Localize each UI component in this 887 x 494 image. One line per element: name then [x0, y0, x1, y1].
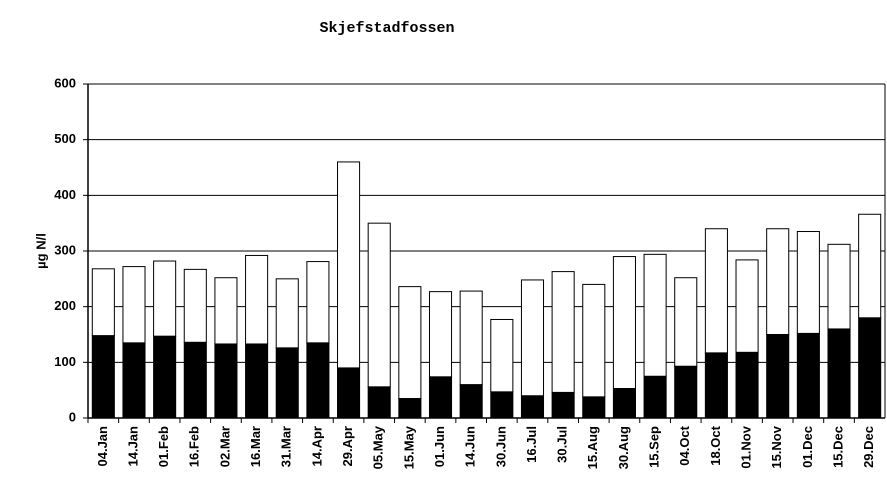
bar-segment: [643, 375, 667, 419]
x-tick-label: 14.Apr: [309, 426, 324, 466]
bar-segment: [674, 277, 698, 367]
x-tick-label: 31.Mar: [279, 426, 294, 467]
bar-segment: [704, 352, 728, 419]
bar-segment: [796, 231, 820, 334]
x-tick-label: 04.Oct: [677, 425, 692, 465]
bar-segment: [551, 271, 575, 393]
x-tick-label: 01.Dec: [800, 426, 815, 468]
x-tick-label: 18.Oct: [708, 425, 723, 465]
x-tick-label: 02.Mar: [217, 426, 232, 467]
x-tick-label: 16.Feb: [187, 426, 202, 467]
bar-segment: [214, 343, 238, 419]
bar-segment: [827, 243, 851, 330]
bar-segment: [91, 335, 115, 419]
bar-segment: [275, 278, 299, 349]
bar-segment: [612, 387, 636, 419]
bar-segment: [459, 290, 483, 386]
bar-segment: [582, 396, 606, 419]
x-tick-label: 01.Nov: [738, 425, 753, 468]
bar-segment: [337, 367, 361, 419]
bar-segment: [490, 391, 514, 419]
bar-segment: [122, 342, 146, 419]
bar-segment: [766, 228, 790, 336]
bar-segment: [337, 161, 361, 369]
x-tick-label: 01.Feb: [156, 426, 171, 467]
x-tick-label: 14.Jun: [463, 426, 478, 467]
bar-segment: [306, 342, 330, 419]
bar-segment: [704, 228, 728, 354]
bar-segment: [735, 259, 759, 353]
bar-segment: [643, 253, 667, 377]
bar-segment: [858, 213, 882, 319]
bar-segment: [674, 365, 698, 419]
bar-segment: [275, 347, 299, 419]
y-tick-label: 300: [54, 242, 76, 257]
bar-segment: [490, 318, 514, 393]
bar-segment: [153, 335, 177, 419]
x-tick-label: 29.Apr: [340, 426, 355, 466]
bar-segment: [735, 351, 759, 419]
x-tick-label: 14.Jan: [125, 426, 140, 467]
bar-segment: [858, 317, 882, 419]
bar-segment: [306, 261, 330, 344]
bar-segment: [245, 343, 269, 419]
chart-title: Skjefstadfossen: [319, 20, 454, 37]
x-tick-label: 16.Jul: [524, 426, 539, 463]
bar-segment: [367, 386, 391, 419]
y-tick-label: 500: [54, 131, 76, 146]
x-tick-label: 01.Jun: [432, 426, 447, 467]
bar-segment: [766, 334, 790, 419]
bar-segment: [827, 328, 851, 419]
y-tick-label: 0: [69, 409, 76, 424]
y-tick-label: 600: [54, 75, 76, 90]
bar-segment: [91, 268, 115, 337]
x-tick-label: 05.May: [371, 425, 386, 469]
bar-segment: [367, 222, 391, 388]
bar-segment: [612, 256, 636, 389]
bar-segment: [428, 291, 453, 378]
bar-segment: [459, 384, 483, 419]
x-tick-label: 30.Jul: [555, 426, 570, 463]
x-tick-label: 15.Nov: [769, 425, 784, 468]
x-tick-label: 15.Aug: [585, 426, 600, 469]
bar-segment: [398, 286, 422, 400]
y-tick-label: 100: [54, 354, 76, 369]
x-tick-label: 30.Aug: [616, 426, 631, 469]
bar-segment: [796, 332, 820, 419]
x-tick-label: 15.Sep: [647, 426, 662, 468]
x-tick-label: 29.Dec: [861, 426, 876, 468]
bar-segment: [245, 254, 269, 345]
y-tick-label: 200: [54, 298, 76, 313]
bar-segment: [520, 279, 545, 397]
x-tick-label: 15.May: [401, 425, 416, 469]
bar-segment: [520, 395, 545, 419]
x-tick-label: 04.Jan: [95, 426, 110, 467]
x-tick-label: 16.Mar: [248, 426, 263, 467]
bar-segment: [214, 277, 238, 345]
bar-segment: [428, 376, 453, 419]
x-tick-label: 30.Jun: [493, 426, 508, 467]
bar-segment: [153, 260, 177, 337]
y-tick-label: 400: [54, 187, 76, 202]
bar-segment: [183, 268, 207, 343]
bar-segment: [398, 398, 422, 419]
bar-segment: [183, 341, 207, 419]
bar-segment: [551, 391, 575, 419]
x-tick-label: 15.Dec: [830, 426, 845, 468]
y-axis-label: µg N/l: [33, 233, 48, 269]
bar-segment: [582, 283, 606, 398]
bar-segment: [122, 266, 146, 344]
